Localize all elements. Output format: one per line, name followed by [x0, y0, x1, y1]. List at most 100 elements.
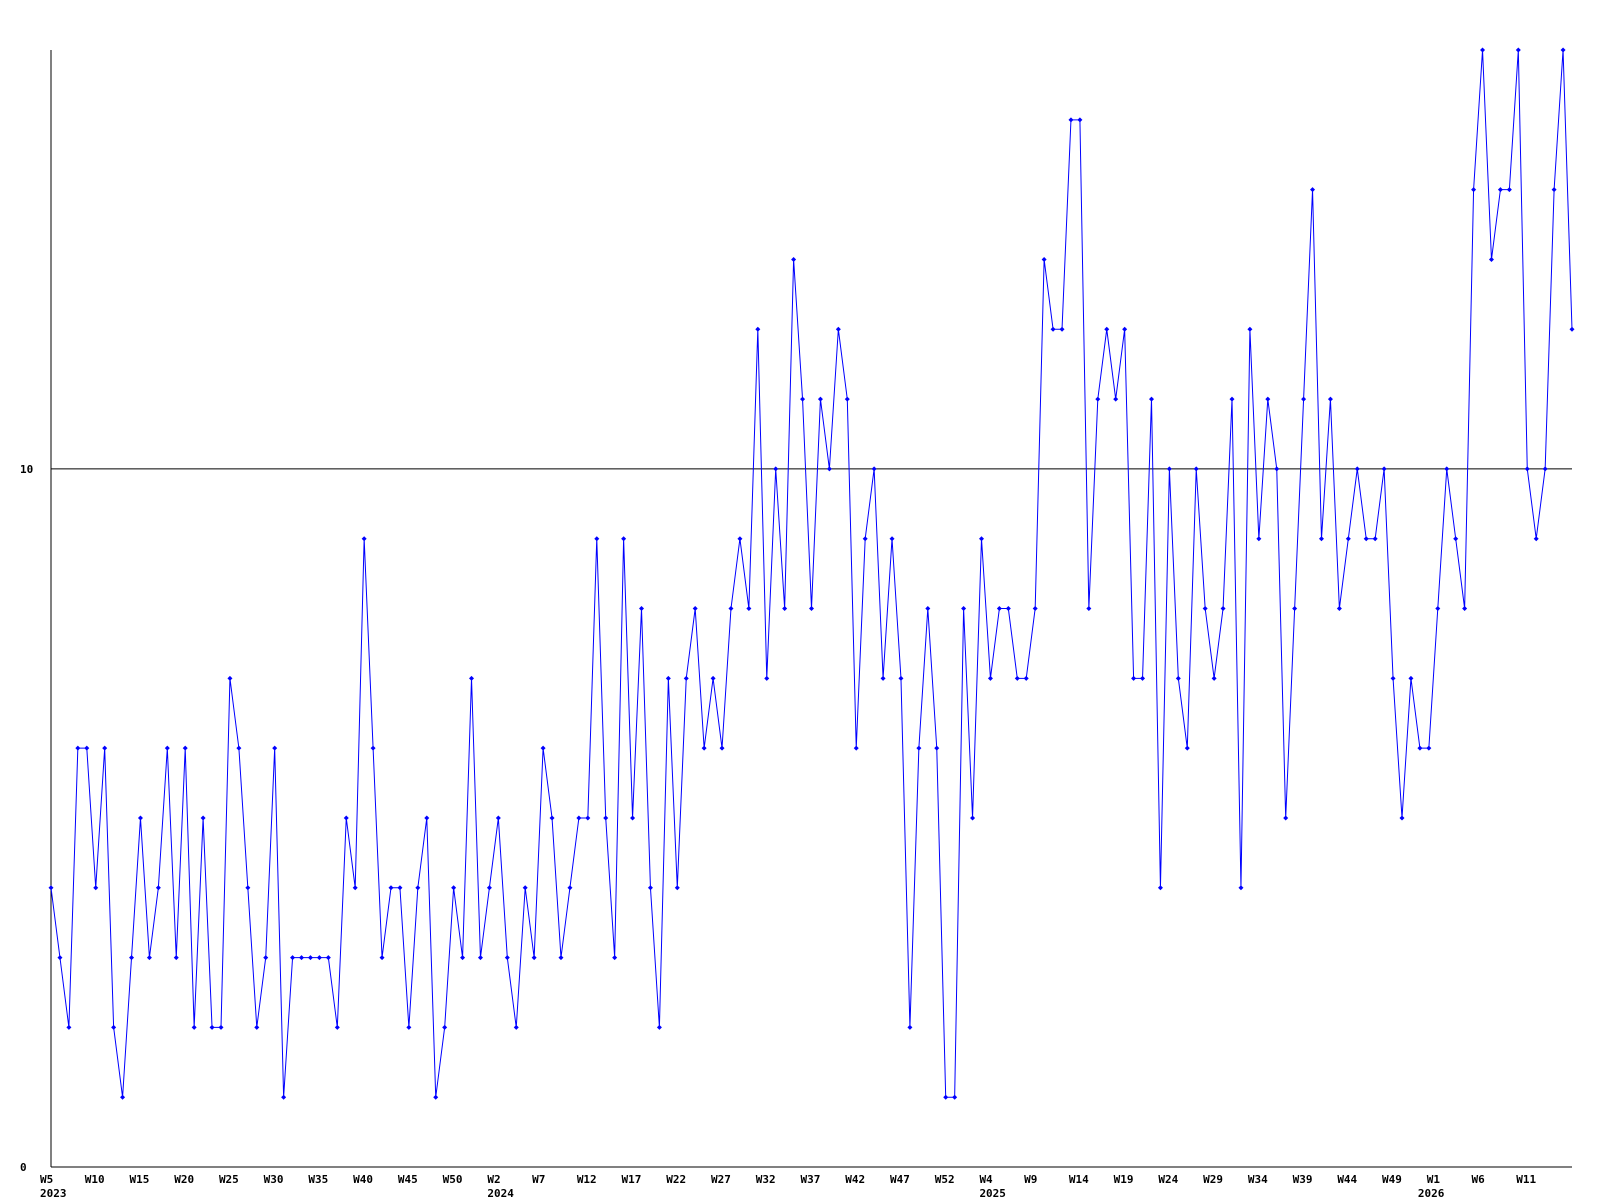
- x-tick-label: W45: [398, 1173, 418, 1186]
- data-point: [1014, 675, 1020, 681]
- data-point: [1524, 466, 1530, 472]
- x-tick-label: W32: [756, 1173, 776, 1186]
- data-point: [424, 815, 430, 821]
- data-point: [1247, 326, 1253, 332]
- x-tick-label: W29: [1203, 1173, 1223, 1186]
- data-point: [1515, 47, 1521, 53]
- data-point: [1175, 675, 1181, 681]
- data-point: [835, 326, 841, 332]
- data-point: [1265, 396, 1271, 402]
- x-tick-label: W14: [1069, 1173, 1089, 1186]
- data-point: [361, 536, 367, 542]
- data-point: [1229, 396, 1235, 402]
- data-point: [111, 1024, 117, 1030]
- data-point: [84, 745, 90, 751]
- data-point: [1381, 466, 1387, 472]
- data-point: [93, 885, 99, 891]
- data-point: [791, 256, 797, 262]
- x-tick-label: W7: [532, 1173, 545, 1186]
- data-point: [254, 1024, 260, 1030]
- x-tick-label: W50: [443, 1173, 463, 1186]
- data-point: [674, 885, 680, 891]
- data-point: [755, 326, 761, 332]
- year-label: 2023: [40, 1187, 67, 1200]
- data-point: [809, 606, 814, 611]
- data-point: [469, 675, 475, 681]
- data-point: [129, 955, 135, 961]
- data-point: [656, 1024, 662, 1030]
- data-point: [415, 885, 421, 891]
- data-point: [585, 815, 591, 821]
- x-tick-label: W39: [1293, 1173, 1313, 1186]
- x-tick-label: W1: [1427, 1173, 1441, 1186]
- data-point: [871, 466, 877, 472]
- year-label: 2026: [1418, 1187, 1445, 1200]
- data-point: [1497, 187, 1503, 193]
- x-tick-label: W17: [622, 1173, 642, 1186]
- data-point: [1166, 466, 1172, 472]
- data-point: [1077, 117, 1083, 123]
- data-point: [388, 885, 394, 891]
- data-point: [1211, 675, 1217, 681]
- data-point: [1363, 536, 1369, 542]
- data-point: [665, 675, 671, 681]
- data-point: [1471, 187, 1477, 193]
- x-tick-label: W5: [40, 1173, 53, 1186]
- x-tick-label: W25: [219, 1173, 239, 1186]
- data-point: [1560, 47, 1566, 53]
- data-point: [370, 745, 376, 751]
- data-point: [576, 815, 582, 821]
- data-point: [325, 955, 331, 961]
- x-tick-label: W19: [1114, 1173, 1134, 1186]
- data-point: [844, 396, 850, 402]
- data-point: [155, 885, 161, 891]
- year-label: 2024: [487, 1187, 514, 1200]
- data-point: [1345, 536, 1351, 542]
- data-point: [1310, 187, 1316, 193]
- data-point: [764, 675, 770, 681]
- data-point: [495, 815, 501, 821]
- data-point: [1533, 536, 1539, 542]
- data-point: [66, 1024, 72, 1030]
- data-point: [120, 1094, 126, 1100]
- data-point: [746, 606, 752, 611]
- data-point: [567, 885, 573, 891]
- data-point: [406, 1024, 412, 1030]
- data-point: [880, 675, 886, 681]
- x-tick-label: W42: [845, 1173, 865, 1186]
- data-point: [218, 1024, 224, 1030]
- x-tick-label: W40: [353, 1173, 373, 1186]
- data-point: [1551, 187, 1557, 193]
- data-point: [1041, 256, 1047, 262]
- data-line: [50, 49, 1573, 1098]
- data-point: [531, 955, 537, 961]
- x-tick-label: W15: [129, 1173, 149, 1186]
- data-point: [75, 745, 81, 751]
- data-point: [1068, 117, 1074, 123]
- data-point: [889, 536, 895, 542]
- data-point: [1426, 745, 1432, 751]
- data-point: [853, 745, 859, 751]
- x-tick-label: W52: [935, 1173, 955, 1186]
- data-point: [683, 675, 689, 681]
- data-point: [1569, 326, 1575, 332]
- x-tick-label: W9: [1024, 1173, 1037, 1186]
- data-point: [737, 536, 743, 542]
- data-point: [647, 885, 653, 891]
- y-tick-label: 10: [20, 463, 33, 476]
- data-point: [1193, 466, 1199, 472]
- data-point: [1542, 466, 1548, 472]
- data-point: [1390, 675, 1396, 681]
- data-point: [263, 955, 269, 961]
- data-point: [504, 955, 510, 961]
- data-point: [182, 745, 188, 751]
- data-point: [603, 815, 609, 821]
- data-point: [701, 745, 707, 751]
- data-point: [1506, 187, 1512, 193]
- data-point: [1274, 466, 1280, 472]
- data-point: [817, 396, 823, 402]
- data-point: [1157, 885, 1163, 891]
- data-point: [549, 815, 555, 821]
- data-point: [961, 606, 967, 611]
